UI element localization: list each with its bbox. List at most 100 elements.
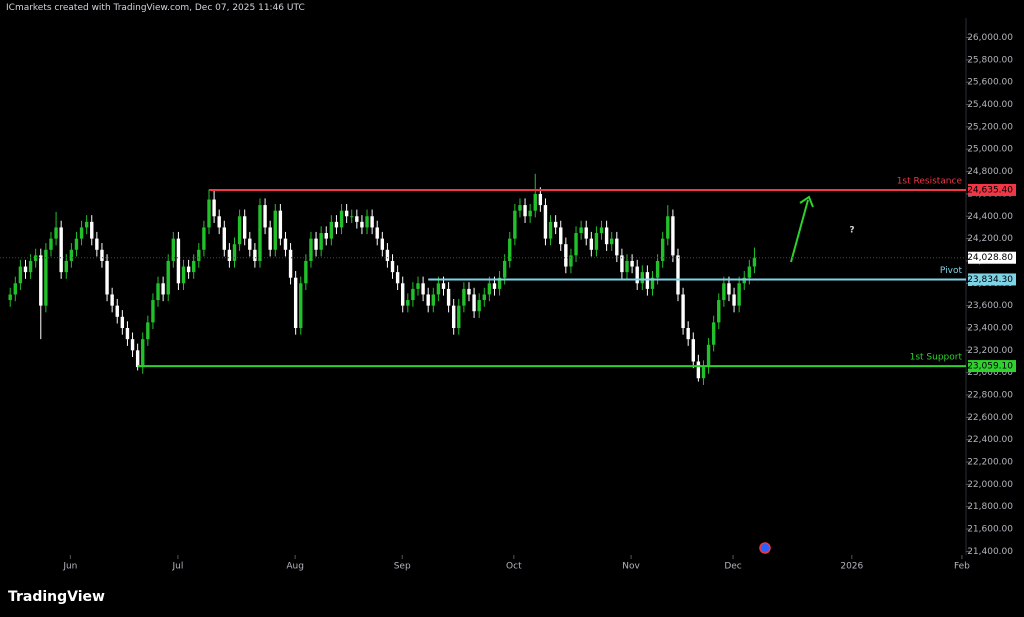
candle-body: [64, 260, 68, 273]
candle-body: [273, 210, 277, 250]
y-tick-label: 26,000.00: [967, 33, 1013, 43]
candle-body: [90, 221, 94, 239]
candle-body: [227, 249, 232, 261]
candle-body: [283, 238, 288, 250]
candle-body: [513, 210, 517, 239]
candle-body: [686, 327, 690, 340]
candle-body: [304, 260, 308, 284]
candle-body: [314, 238, 318, 250]
candle-body: [263, 205, 267, 228]
candle-body: [696, 361, 701, 379]
candle-body: [508, 238, 512, 261]
candle-body: [584, 227, 588, 239]
candle-body: [681, 294, 685, 328]
candle-body: [217, 216, 221, 228]
candle-body: [242, 216, 247, 239]
candle-body: [416, 283, 420, 289]
candle-body: [630, 260, 634, 267]
candle-body: [615, 238, 619, 256]
candle-body: [502, 260, 507, 278]
x-tick-label: Feb: [954, 562, 970, 572]
arrow: [790, 195, 814, 263]
candle-body: [671, 216, 675, 256]
candle-body: [385, 249, 390, 261]
y-tick-label: 24,400.00: [967, 212, 1013, 222]
candle-body: [594, 233, 599, 250]
candle-body: [8, 294, 12, 301]
candle-body: [706, 344, 711, 368]
y-tick-label: 25,800.00: [967, 55, 1013, 65]
y-tick-label: 21,800.00: [967, 502, 1013, 512]
candle-body: [207, 199, 211, 228]
candle-body: [49, 238, 53, 250]
candle-body: [553, 221, 558, 228]
candle-body: [212, 199, 216, 217]
candle-body: [610, 238, 614, 245]
y-tick-label: 23,400.00: [967, 323, 1013, 333]
level-name: 1st Resistance: [897, 176, 963, 186]
candle-body: [350, 216, 354, 218]
candle-body: [375, 227, 379, 239]
candle-body: [569, 255, 573, 267]
candle-body: [732, 294, 736, 306]
candle-body: [344, 210, 349, 217]
candle-body: [125, 327, 130, 340]
candle-body: [319, 233, 323, 250]
candle-body: [105, 260, 109, 295]
candle-body: [161, 283, 165, 295]
candle-body: [717, 300, 721, 323]
candle-body: [339, 210, 344, 228]
candle-body: [192, 260, 196, 273]
candle-body: [18, 266, 23, 284]
candle-body: [406, 300, 410, 306]
candle-body: [13, 283, 17, 295]
candle-body: [441, 283, 446, 289]
candle-body: [166, 260, 170, 295]
candle-body: [472, 294, 476, 312]
last-price-box: [968, 251, 1016, 264]
x-tick-label: Jul: [171, 562, 183, 572]
candle-body: [589, 238, 594, 250]
candle-body: [655, 260, 660, 278]
logo: TradingView: [8, 589, 105, 605]
y-tick-label: 22,400.00: [967, 435, 1013, 445]
candle-body: [268, 227, 272, 250]
candle-body: [176, 238, 181, 284]
candle-body: [487, 283, 492, 295]
candle-body: [360, 221, 364, 228]
candle-body: [33, 255, 38, 261]
candle-body: [365, 216, 369, 228]
candle-body: [421, 283, 425, 295]
level-price-label: 23,059.10: [967, 362, 1013, 372]
candle-body: [462, 288, 466, 306]
candle-body: [457, 305, 461, 328]
candle-body: [645, 272, 650, 289]
candle-body: [625, 260, 629, 273]
candle-body: [538, 193, 543, 206]
candle-body: [253, 249, 257, 261]
footer: TradingView: [0, 578, 1024, 617]
x-tick-label: Sep: [394, 562, 411, 572]
candle-body: [436, 283, 441, 295]
x-tick-label: 2026: [840, 562, 863, 572]
annotation: ?: [849, 226, 854, 236]
candle-body: [278, 210, 283, 239]
y-tick-label: 22,600.00: [967, 413, 1013, 423]
candle-body: [426, 294, 430, 306]
candle-body: [711, 322, 716, 345]
candle-body: [691, 339, 695, 362]
candle-body: [390, 260, 395, 273]
candle-body: [482, 294, 486, 301]
x-tick-label: Dec: [724, 562, 741, 572]
candle-body: [559, 227, 563, 245]
candle-body: [197, 249, 201, 261]
candle-body: [518, 205, 522, 211]
candle-body: [232, 244, 237, 261]
candle-body: [202, 227, 206, 250]
x-tick-label: Nov: [622, 562, 640, 572]
candle-body: [151, 300, 155, 323]
candle-body: [650, 277, 655, 289]
candle-body: [248, 238, 252, 250]
candle-body: [701, 367, 706, 379]
